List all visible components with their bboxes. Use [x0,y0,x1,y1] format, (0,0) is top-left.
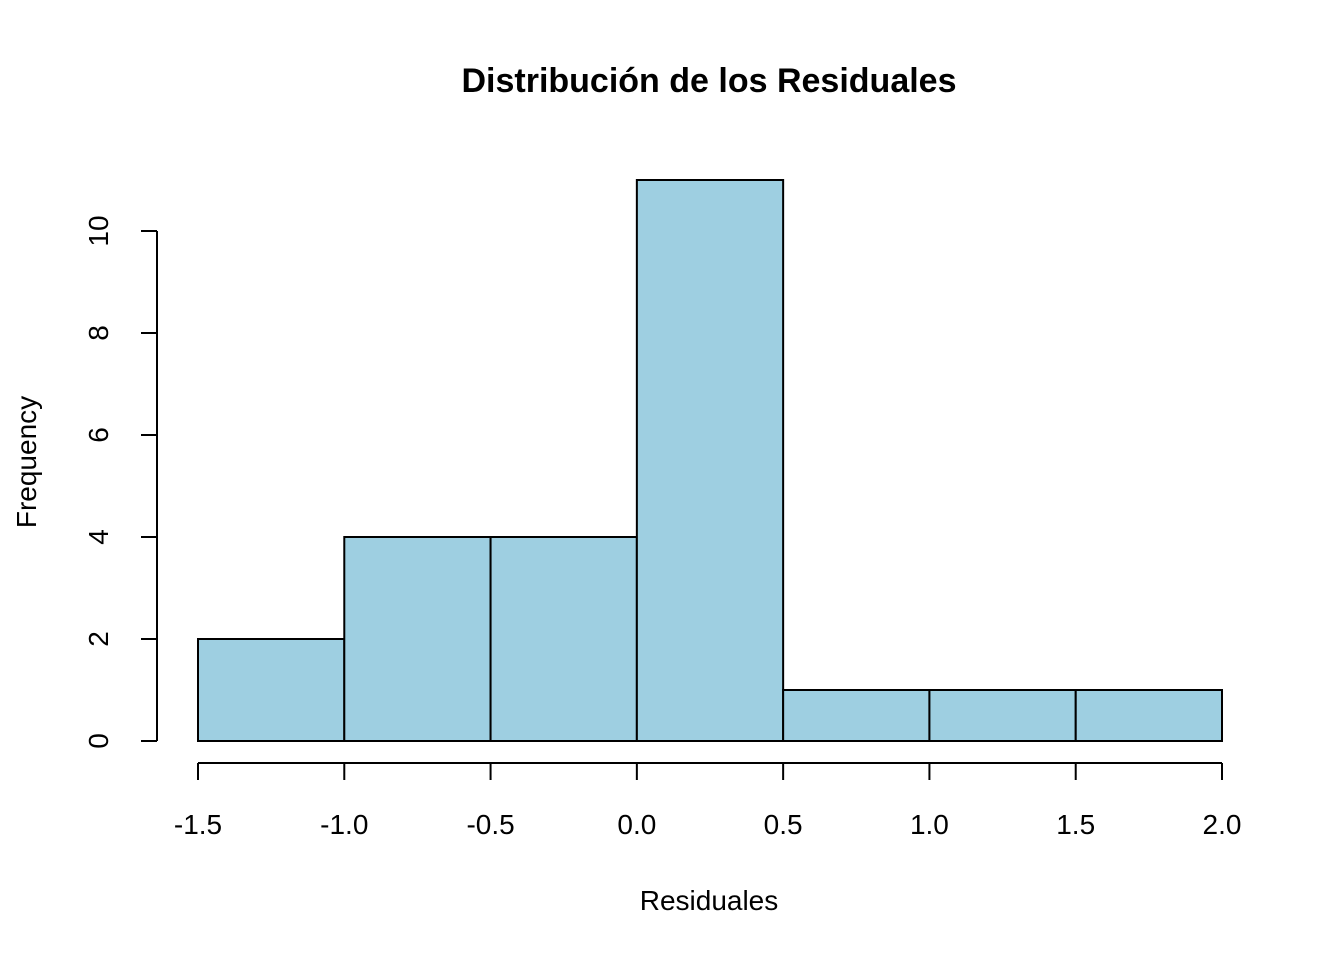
y-tick-label-3: 6 [83,427,114,443]
y-tick-label-4: 8 [83,325,114,341]
histogram-bar-1 [343,536,492,742]
x-tick-label-7: 2.0 [1203,809,1242,840]
y-axis: 0 2 4 6 8 10 [83,215,158,749]
histogram-bar-3 [635,179,785,742]
histogram-bar-0 [197,638,346,742]
x-tick-label-0: -1.5 [174,809,222,840]
chart-title: Distribución de los Residuales [461,62,956,100]
y-axis-label: Frequency [11,396,42,528]
x-tick-label-2: -0.5 [466,809,514,840]
histogram-bar-5 [928,689,1077,742]
x-tick-label-3: 0.0 [617,809,656,840]
x-axis: -1.5 -1.0 -0.5 0.0 0.5 1.0 1.5 2.0 [174,762,1242,840]
y-tick-label-0: 0 [83,733,114,749]
y-tick-label-5: 10 [83,215,114,246]
histogram-bar-4 [782,689,931,742]
bars-group [197,179,1223,742]
x-tick-label-1: -1.0 [320,809,368,840]
y-tick-label-2: 4 [83,529,114,545]
histogram-bar-2 [489,536,638,742]
x-tick-label-6: 1.5 [1056,809,1095,840]
x-axis-label: Residuales [640,885,779,916]
y-tick-label-1: 2 [83,631,114,647]
histogram-bar-6 [1074,689,1223,742]
x-tick-label-4: 0.5 [764,809,803,840]
x-tick-label-5: 1.0 [910,809,949,840]
